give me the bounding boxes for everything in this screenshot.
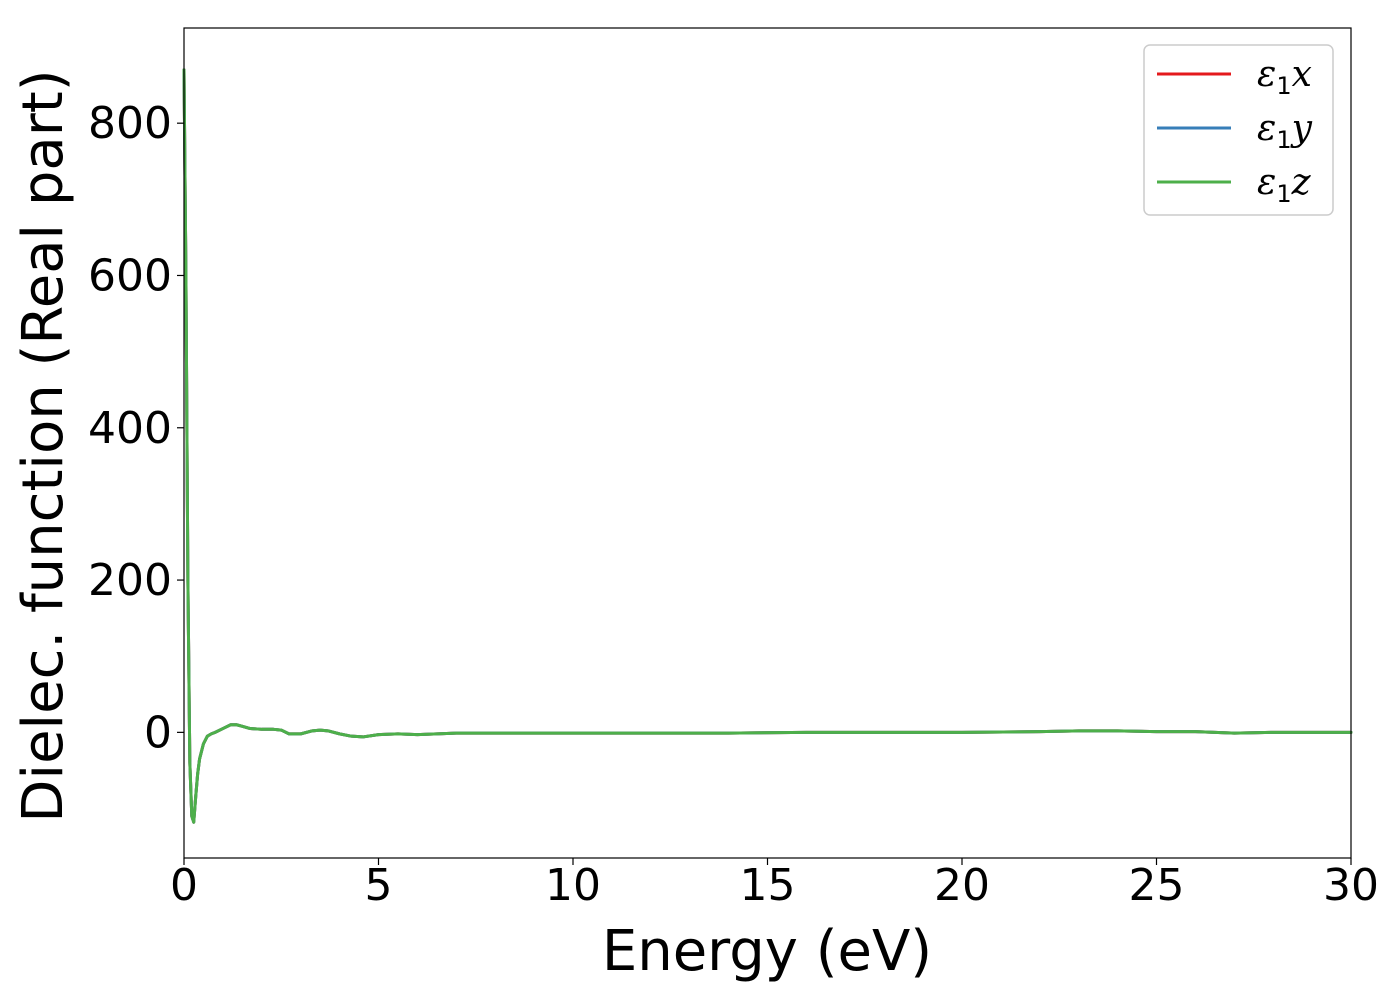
- x-tick-label: 15: [740, 860, 796, 911]
- x-tick-label: 20: [934, 860, 990, 911]
- legend: ε1x ε1y ε1z: [1143, 44, 1334, 216]
- y-tick-label: 0: [144, 707, 172, 758]
- y-tick-label: 200: [88, 555, 172, 606]
- x-axis-label: Energy (eV): [602, 919, 932, 984]
- legend-label-x: ε1x: [1257, 54, 1312, 100]
- legend-label-z: ε1z: [1257, 162, 1312, 208]
- y-tick-label: 800: [88, 98, 172, 149]
- y-axis-label: Dielec. function (Real part): [11, 69, 76, 822]
- series-line-z: [182, 68, 1353, 824]
- legend-box: [1143, 44, 1334, 216]
- legend-label-y: ε1y: [1257, 108, 1313, 154]
- y-tick-label: 600: [88, 250, 172, 301]
- x-tick-label: 25: [1129, 860, 1185, 911]
- x-tick-label: 0: [170, 860, 198, 911]
- series-layer: [182, 68, 1353, 824]
- x-tick-label: 5: [365, 860, 393, 911]
- x-tick-label: 10: [545, 860, 601, 911]
- y-tick-label: 400: [88, 403, 172, 454]
- ticks-layer: 0 5 10 15 20 25 30 0 200 400 600 800: [88, 98, 1379, 911]
- plot-frame: [183, 27, 1352, 859]
- x-tick-label: 30: [1323, 860, 1379, 911]
